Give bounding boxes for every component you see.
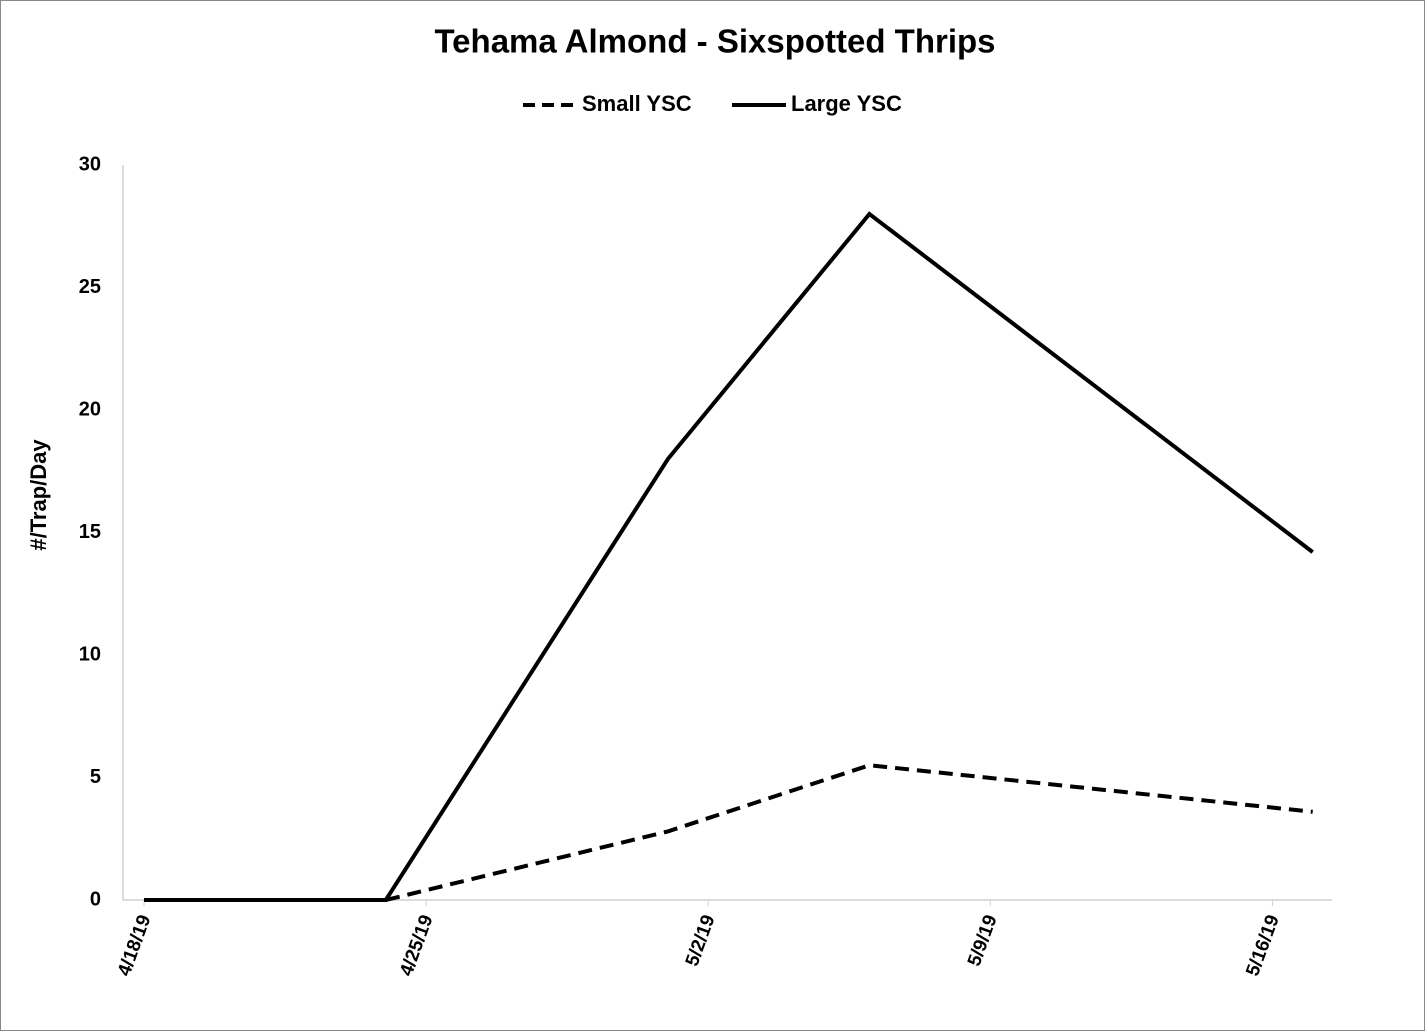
y-axis-label: #/Trap/Day — [26, 439, 51, 551]
y-tick-label: 15 — [79, 521, 101, 543]
y-tick-label: 0 — [90, 888, 101, 910]
legend-label: Large YSC — [791, 91, 902, 116]
y-tick-label: 25 — [79, 276, 101, 298]
y-tick-label: 20 — [79, 398, 101, 420]
legend-label: Small YSC — [582, 91, 692, 116]
y-tick-label: 10 — [79, 643, 101, 665]
y-tick-label: 5 — [90, 766, 101, 788]
y-tick-label: 30 — [79, 153, 101, 175]
line-series — [144, 211, 1314, 902]
chart-title: Tehama Almond - Sixspotted Thrips — [434, 23, 995, 60]
